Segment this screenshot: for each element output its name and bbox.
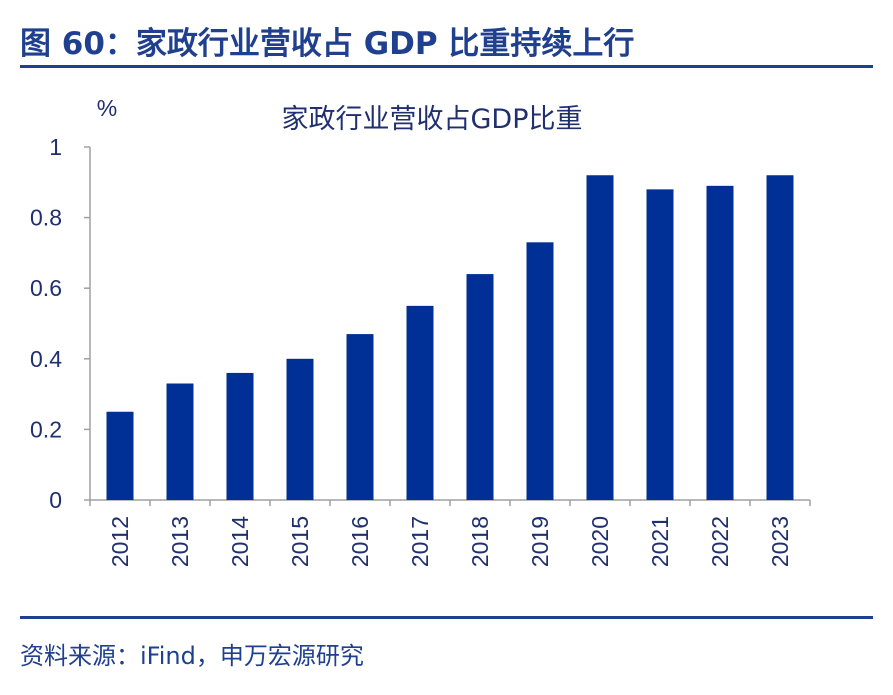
figure-title: 图 60：家政行业营收占 GDP 比重持续上行 [20, 26, 635, 62]
bar-2017 [406, 305, 434, 500]
chart-title: 家政行业营收占GDP比重 [282, 104, 583, 135]
bar-2019 [526, 242, 554, 500]
bar-2021 [646, 189, 674, 501]
bar-2013 [166, 383, 194, 500]
x-tick-label: 2017 [407, 516, 433, 567]
y-tick-label: 1 [49, 134, 62, 160]
x-tick-label: 2012 [107, 516, 133, 567]
x-tick-label: 2015 [287, 516, 313, 567]
x-tick-label: 2018 [467, 516, 493, 567]
bar-2022 [706, 185, 734, 500]
y-tick-label: 0.6 [30, 275, 62, 301]
source-note: 资料来源：iFind，申万宏源研究 [20, 642, 364, 670]
y-tick-label: 0.2 [30, 416, 62, 442]
bar-2014 [226, 372, 254, 500]
x-tick-label: 2013 [167, 516, 193, 567]
plot-area: 0 0.2 0.4 0.6 0.8 1 2012 2013 2014 2015 2016 2017 20… [30, 134, 811, 567]
title-divider [20, 65, 873, 68]
x-tick-label: 2020 [587, 516, 613, 567]
y-tick-label: 0.4 [30, 346, 62, 372]
bar-2012 [106, 411, 134, 500]
x-tick-label: 2016 [347, 516, 373, 567]
bar-2016 [346, 334, 374, 500]
x-tick-label: 2023 [767, 516, 793, 567]
y-axis-unit-label: % [97, 95, 117, 121]
bar-2023 [766, 175, 794, 500]
footer-divider [20, 616, 873, 619]
x-tick-label: 2021 [647, 516, 673, 567]
bar-2015 [286, 358, 314, 500]
x-tick-label: 2019 [527, 516, 553, 567]
x-tick-label: 2014 [227, 516, 253, 567]
bar-2018 [466, 274, 494, 500]
y-tick-label: 0.8 [30, 205, 62, 231]
bar-chart: 家政行业营收占GDP比重 % 0 0.2 0.4 0.6 0.8 1 2012 2013 201… [30, 95, 811, 567]
bar-2020 [586, 175, 614, 500]
y-tick-label: 0 [49, 487, 62, 513]
x-tick-label: 2022 [707, 516, 733, 567]
